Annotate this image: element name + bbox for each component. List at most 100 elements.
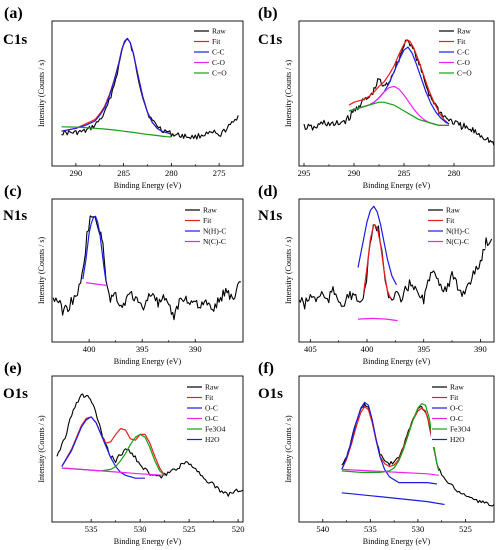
legend-label: Fit [203, 216, 212, 225]
panel-d: 405 400 395 390 Binding Energy (eV) Intensity… [258, 183, 495, 366]
x-axis-title: Binding Energy (eV) [363, 537, 431, 546]
y-axis-title: Intensity (Counts / s) [37, 415, 46, 483]
legend-label: Raw [457, 27, 471, 36]
legend-label: C-O [212, 58, 226, 67]
series-fit [363, 224, 392, 300]
plot-frame [51, 375, 244, 523]
y-axis-title: Intensity (Counts / s) [284, 415, 293, 483]
legend-label: C=O [457, 69, 472, 78]
x-axis-title: Binding Energy (eV) [114, 537, 182, 546]
plot-frame [298, 20, 495, 167]
legend-label: Fit [212, 37, 221, 46]
x-tick-label: 530 [134, 524, 147, 534]
legend-label: N(H)-C [203, 227, 226, 236]
legend-label: C=O [212, 69, 227, 78]
series-o-c [61, 416, 146, 479]
legend-label: Fit [205, 393, 214, 402]
series-n-c-c [357, 317, 398, 322]
panel-letter: (e) [4, 360, 22, 377]
y-axis-title: Intensity (Counts / s) [37, 60, 46, 128]
legend-label: O-C [205, 414, 218, 423]
legend-label: C-C [212, 48, 225, 57]
core-level-label: C1s [3, 32, 27, 48]
core-level-label: C1s [258, 32, 282, 48]
legend-label: Fit [446, 216, 455, 225]
panel-b: 295 290 285 280 Binding Energy (eV) Intensity… [258, 5, 495, 190]
core-level-label: O1s [3, 386, 28, 402]
series-c-o [348, 85, 449, 126]
series-c-c [61, 37, 172, 135]
legend-label: N(C)-C [446, 237, 469, 246]
x-axis-title: Binding Energy (eV) [114, 357, 182, 366]
plot-frame [298, 198, 495, 343]
x-tick-label: 405 [304, 344, 317, 354]
x-tick-label: 280 [165, 168, 178, 178]
x-tick-label: 280 [448, 168, 461, 178]
legend-label: Raw [446, 206, 460, 215]
x-tick-label: 295 [298, 168, 311, 178]
legend-label: Raw [203, 206, 217, 215]
series-o-c [341, 492, 445, 506]
legend-label: N(H)-C [446, 227, 469, 236]
x-axis-title: Binding Energy (eV) [114, 181, 182, 190]
plot-frame [51, 198, 244, 343]
x-tick-label: 525 [459, 524, 472, 534]
legend-label: O-C [450, 414, 463, 423]
legend-label: Raw [450, 383, 464, 392]
core-level-label: O1s [258, 386, 283, 402]
x-tick-label: 540 [316, 524, 329, 534]
series-n-h-c [82, 215, 107, 282]
series-o-c [341, 401, 437, 485]
legend-label: Fit [450, 393, 459, 402]
legend-label: O-C [450, 404, 463, 413]
core-level-label: N1s [3, 208, 27, 224]
plot-frame [298, 375, 495, 523]
series-fe3o4 [61, 433, 166, 476]
x-tick-label: 390 [474, 344, 487, 354]
legend-label: H2O [450, 435, 465, 444]
legend-label: C-C [457, 48, 470, 57]
panel-letter: (d) [258, 183, 278, 200]
legend-label: Fe3O4 [450, 425, 471, 434]
panel-letter: (a) [4, 5, 23, 22]
series-c-o [348, 101, 449, 126]
x-axis-title: Binding Energy (eV) [363, 181, 431, 190]
series-h2o [341, 468, 439, 476]
panel-letter: (f) [258, 360, 274, 377]
y-axis-title: Intensity (Counts / s) [284, 60, 293, 128]
series-fit [61, 37, 172, 135]
x-tick-label: 395 [417, 344, 430, 354]
series-c-o [61, 126, 172, 138]
series-n-c-c [85, 282, 108, 287]
x-tick-label: 290 [348, 168, 361, 178]
series-fit [61, 416, 166, 476]
panel-letter: (b) [258, 5, 278, 22]
x-tick-label: 525 [183, 524, 196, 534]
panel-a: 290 285 280 275 Binding Energy (eV) Intensity… [3, 5, 244, 190]
x-tick-label: 530 [412, 524, 425, 534]
legend-label: N(C)-C [203, 237, 226, 246]
x-tick-label: 535 [364, 524, 377, 534]
y-axis-title: Intensity (Counts / s) [284, 237, 293, 305]
x-tick-label: 275 [213, 168, 226, 178]
x-tick-label: 400 [361, 344, 374, 354]
x-tick-label: 535 [85, 524, 98, 534]
series-raw [303, 39, 494, 146]
series-raw [52, 215, 241, 321]
x-tick-label: 390 [189, 344, 202, 354]
panel-f: 540 535 530 525 Binding Energy (eV) Intensity… [258, 360, 495, 546]
legend-label: C-O [457, 58, 471, 67]
series-h2o [61, 467, 165, 476]
panel-c: 400 395 390 Binding Energy (eV) Intensity (C… [3, 183, 244, 366]
legend-label: Fe3O4 [205, 425, 226, 434]
panel-e: 535 530 525 520 Binding Energy (eV) Intensity… [3, 360, 244, 546]
panel-letter: (c) [4, 183, 22, 200]
x-tick-label: 285 [398, 168, 411, 178]
